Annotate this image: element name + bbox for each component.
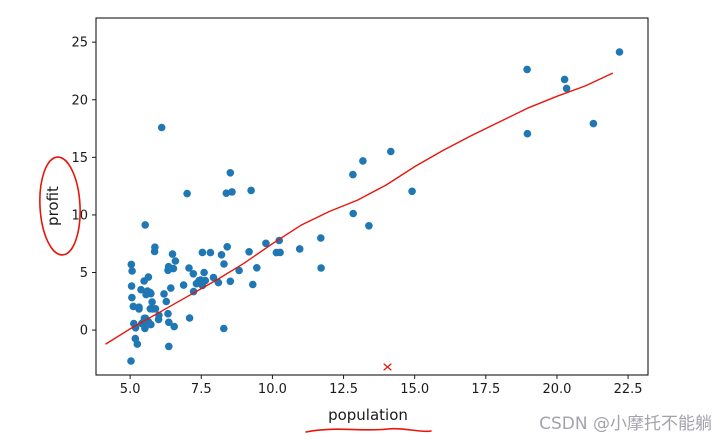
scatter-point (560, 75, 569, 84)
scatter-point (137, 285, 145, 294)
scatter-point (523, 65, 531, 74)
scatter-point (245, 248, 253, 256)
scatter-point (349, 209, 358, 218)
red-underline-annotation (305, 427, 432, 433)
y-axis-label: profit (44, 186, 62, 226)
scatter-point (144, 273, 153, 281)
plot-border (95, 17, 649, 376)
scatter-point (162, 297, 171, 306)
scatter-point (179, 281, 188, 289)
scatter-point (201, 276, 210, 285)
x-tick-label: 20.0 (542, 382, 571, 397)
scatter-point (192, 279, 201, 288)
scatter-point (562, 84, 571, 93)
scatter-point (129, 302, 138, 311)
scatter-point (235, 266, 243, 275)
scatter-point (359, 157, 367, 165)
scatter-point (160, 290, 168, 298)
scatter-point (262, 239, 270, 248)
watermark: CSDN @小摩托不能躺 (539, 414, 712, 434)
x-tick-label: 15.0 (400, 382, 429, 397)
x-tick-label: 22.5 (614, 382, 643, 397)
scatter-point (222, 189, 231, 197)
scatter-point (167, 284, 175, 292)
scatter-point (228, 188, 236, 196)
x-tick-label: 12.5 (329, 382, 358, 397)
scatter-point (249, 280, 257, 289)
scatter-point (141, 221, 149, 229)
scatter-point (589, 119, 598, 128)
scatter-point (226, 169, 235, 177)
scatter-point (200, 268, 208, 277)
scatter-point (220, 260, 228, 268)
scatter-point (317, 234, 325, 242)
scatter-point (185, 264, 193, 272)
scatter-point (209, 273, 218, 282)
y-tick-label: 20 (71, 93, 88, 108)
scatter-point (217, 251, 226, 259)
scatter-point (523, 129, 532, 138)
scatter-point (295, 245, 304, 253)
scatter-point (615, 48, 624, 56)
scatter-point (127, 260, 136, 269)
scatter-point (226, 277, 235, 286)
scatter-point (171, 257, 180, 265)
scatter-point (147, 320, 155, 329)
scatter-point (170, 322, 178, 331)
fitted-regression-line (105, 72, 614, 345)
x-axis-label: population (328, 406, 408, 424)
scatter-point (157, 123, 166, 132)
scatter-point (408, 187, 416, 196)
scatter-point (128, 293, 136, 302)
x-tick-label: 10.0 (258, 382, 287, 397)
red-x-mark-annotation (383, 363, 392, 371)
scatter-point (317, 264, 325, 272)
scatter-point (165, 342, 173, 351)
y-tick-label: 15 (71, 151, 88, 166)
scatter-point (198, 248, 207, 257)
y-tick-label: 25 (71, 36, 88, 51)
scatter-point (189, 270, 198, 278)
scatter-point (154, 315, 163, 324)
scatter-point (143, 287, 152, 295)
y-tick-label: 0 (80, 324, 88, 339)
x-tick-label: 17.5 (471, 382, 500, 397)
scatter-point (276, 248, 284, 257)
scatter-points (127, 48, 624, 365)
x-tick-label: 7.5 (191, 382, 212, 397)
scatter-point (146, 305, 155, 313)
scatter-point (135, 303, 143, 312)
scatter-point (206, 248, 215, 257)
scatter-point (223, 243, 231, 251)
scatter-point (148, 298, 156, 306)
scatter-point (128, 267, 136, 275)
scatter-point (185, 314, 194, 322)
scatter-point (252, 264, 261, 272)
scatter-point (131, 324, 140, 332)
y-tick-label: 5 (80, 266, 88, 281)
scatter-point (127, 282, 136, 290)
scatter-point (131, 334, 140, 343)
x-tick-label: 5.0 (120, 382, 141, 397)
scatter-point (151, 243, 159, 251)
scatter-point (387, 147, 395, 156)
scatter-point (164, 309, 172, 318)
scatter-point (127, 357, 135, 365)
scatter-point (169, 264, 178, 273)
scatter-point (220, 324, 228, 333)
scatter-point (365, 222, 373, 230)
scatter-point (183, 189, 191, 198)
red-circle-annotation (39, 156, 81, 256)
scatter-point (168, 250, 177, 258)
scatter-point (349, 170, 357, 179)
scatter-point (247, 186, 255, 195)
scatter-point (165, 318, 173, 327)
